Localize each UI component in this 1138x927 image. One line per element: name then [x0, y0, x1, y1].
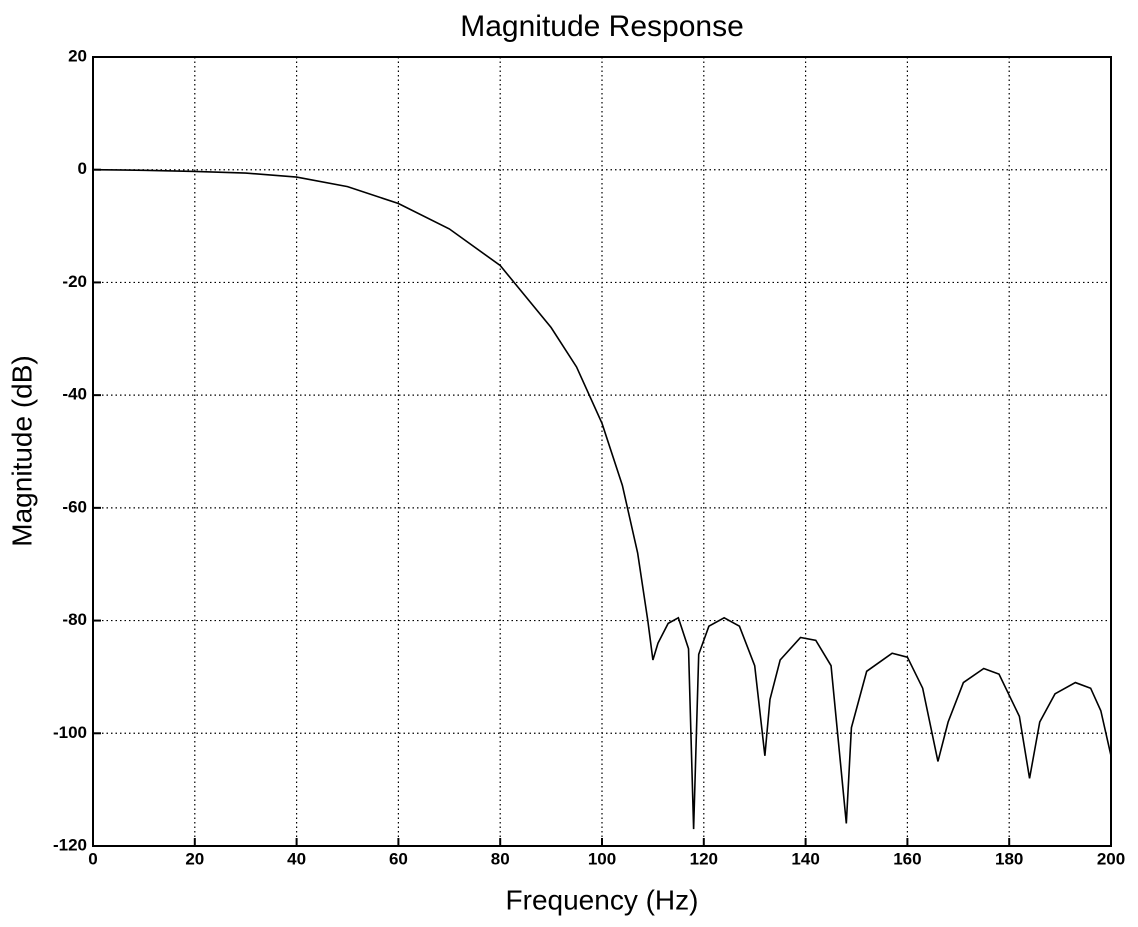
x-tick-label: 80 [491, 849, 510, 868]
x-tick-label: 0 [88, 849, 97, 868]
x-tick-label: 120 [690, 849, 718, 868]
y-tick-label: -100 [53, 723, 87, 742]
y-tick-label: -60 [62, 497, 87, 516]
chart-title: Magnitude Response [460, 10, 744, 43]
x-tick-label: 20 [185, 849, 204, 868]
y-tick-label: -120 [53, 835, 87, 854]
x-tick-label: 40 [287, 849, 306, 868]
x-tick-label: 60 [389, 849, 408, 868]
y-tick-label: 20 [68, 46, 87, 65]
data-line [92, 168, 1112, 830]
y-tick-label: -40 [62, 385, 87, 404]
y-tick-label: -80 [62, 610, 87, 629]
y-axis-label: Magnitude (dB) [6, 355, 37, 546]
x-tick-label: 160 [893, 849, 921, 868]
x-tick-label: 200 [1097, 849, 1125, 868]
x-axis-label: Frequency (Hz) [506, 884, 699, 915]
x-tick-label: 100 [588, 849, 616, 868]
y-tick-label: -20 [62, 272, 87, 291]
x-tick-label: 180 [995, 849, 1023, 868]
x-tick-label: 140 [791, 849, 819, 868]
y-tick-label: 0 [78, 159, 87, 178]
plot-frame [92, 56, 1112, 847]
